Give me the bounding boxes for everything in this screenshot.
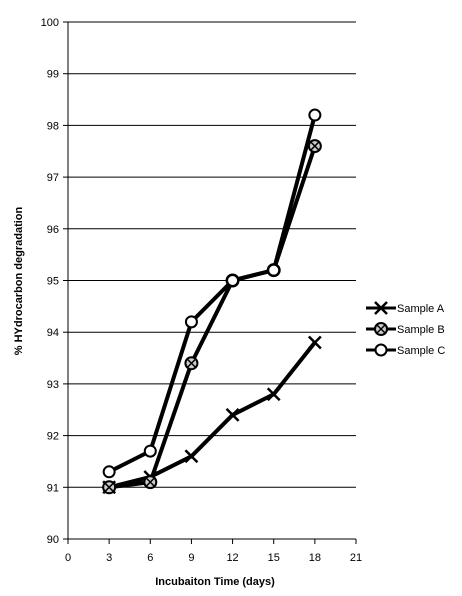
data-point-series-3 bbox=[267, 263, 281, 277]
legend: Sample A Sample B Sample C bbox=[366, 301, 445, 357]
y-tick-label: 100 bbox=[41, 17, 59, 29]
y-tick-label: 96 bbox=[47, 224, 59, 236]
data-point-series-3 bbox=[184, 315, 198, 329]
x-tick-label: 0 bbox=[65, 552, 71, 564]
data-point-series-3 bbox=[143, 444, 157, 458]
data-point-series-3 bbox=[102, 465, 116, 479]
x-tick-label: 18 bbox=[309, 552, 321, 564]
y-tick-labels: 90 91 92 93 94 95 96 97 98 99 100 bbox=[41, 17, 59, 546]
data-point-series-1 bbox=[225, 408, 240, 422]
y-tick-label: 95 bbox=[47, 276, 59, 288]
y-tick-label: 94 bbox=[47, 327, 59, 339]
data-point-series-2 bbox=[102, 480, 117, 495]
legend-item: Sample B bbox=[366, 322, 445, 336]
legend-marker bbox=[374, 301, 388, 315]
y-tick-label: 97 bbox=[47, 172, 59, 184]
x-tick-label: 15 bbox=[268, 552, 280, 564]
x-tick-labels: 0 3 6 9 12 15 18 21 bbox=[65, 552, 362, 564]
legend-label: Sample C bbox=[397, 345, 445, 357]
y-tick-label: 93 bbox=[47, 379, 59, 391]
legend-item: Sample A bbox=[366, 301, 445, 315]
data-point-series-2 bbox=[307, 139, 322, 154]
legend-label: Sample B bbox=[397, 324, 445, 336]
axes bbox=[63, 21, 357, 544]
x-tick-label: 3 bbox=[106, 552, 112, 564]
y-tick-label: 92 bbox=[47, 431, 59, 443]
x-axis-title: Incubaiton Time (days) bbox=[155, 576, 275, 588]
series-line-1 bbox=[107, 340, 317, 490]
legend-marker bbox=[374, 343, 388, 357]
data-series bbox=[102, 108, 322, 495]
y-tick-label: 91 bbox=[47, 482, 59, 494]
y-tick-label: 90 bbox=[47, 534, 59, 546]
y-tick-label: 98 bbox=[47, 120, 59, 132]
x-tick-label: 21 bbox=[350, 552, 362, 564]
data-point-series-1 bbox=[184, 449, 199, 464]
legend-label: Sample A bbox=[397, 303, 445, 315]
gridlines bbox=[68, 21, 356, 488]
y-tick-label: 99 bbox=[47, 69, 59, 81]
data-point-series-3 bbox=[308, 108, 322, 122]
legend-item: Sample C bbox=[366, 343, 445, 357]
series-line-3 bbox=[107, 113, 317, 474]
legend-marker bbox=[374, 322, 388, 336]
data-point-series-1 bbox=[307, 335, 322, 350]
data-point-series-1 bbox=[266, 387, 281, 402]
y-axis-title: % HYdrocarbon degradation bbox=[13, 206, 25, 355]
data-point-series-2 bbox=[184, 356, 199, 371]
x-tick-label: 12 bbox=[226, 552, 238, 564]
x-tick-label: 6 bbox=[147, 552, 153, 564]
data-point-series-2 bbox=[143, 475, 158, 490]
data-point-series-3 bbox=[226, 274, 240, 287]
x-tick-label: 9 bbox=[188, 552, 194, 564]
